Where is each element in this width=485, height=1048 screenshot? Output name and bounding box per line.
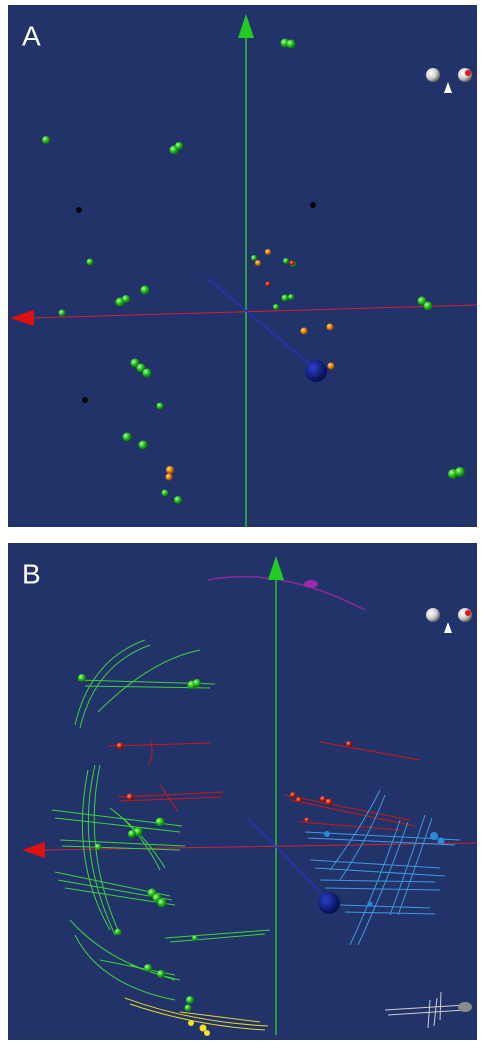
sphere <box>296 797 302 803</box>
sphere <box>117 743 124 750</box>
sphere <box>166 466 174 474</box>
shape <box>8 543 477 1040</box>
sphere <box>193 679 201 687</box>
sphere <box>283 258 289 264</box>
sphere <box>166 474 173 481</box>
sphere <box>305 360 327 382</box>
sphere <box>255 260 261 266</box>
sphere <box>426 608 440 622</box>
sphere <box>123 433 132 442</box>
sphere <box>305 818 310 823</box>
sphere <box>327 324 334 331</box>
sphere <box>320 796 326 802</box>
sphere <box>287 40 296 49</box>
sphere <box>324 831 330 837</box>
sphere <box>59 310 66 317</box>
sphere <box>465 610 471 616</box>
sphere <box>458 1002 472 1012</box>
sphere <box>139 441 148 450</box>
sphere <box>143 369 152 378</box>
sphere <box>115 929 122 936</box>
sphere <box>42 136 50 144</box>
sphere <box>346 741 352 747</box>
sphere <box>87 259 94 266</box>
shape <box>8 5 477 527</box>
sphere <box>127 794 134 801</box>
sphere <box>76 207 82 213</box>
sphere <box>157 970 165 978</box>
sphere <box>157 403 164 410</box>
sphere <box>95 844 102 851</box>
panel-b: B <box>8 543 477 1040</box>
panel-a: A <box>8 5 477 527</box>
sphere <box>162 490 169 497</box>
sphere <box>158 899 167 908</box>
sphere <box>174 496 182 504</box>
sphere <box>438 838 445 845</box>
sphere <box>368 902 373 907</box>
sphere <box>122 295 130 303</box>
sphere <box>326 799 333 806</box>
sphere <box>266 282 271 287</box>
sphere <box>273 304 279 310</box>
sphere <box>141 286 150 295</box>
sphere <box>290 261 295 266</box>
sphere <box>156 818 165 827</box>
sphere <box>204 1030 210 1036</box>
panel-label: A <box>22 20 41 51</box>
sphere <box>186 996 194 1004</box>
sphere <box>290 792 296 798</box>
panel-label: B <box>22 558 41 589</box>
sphere <box>288 294 294 300</box>
sphere <box>328 363 335 370</box>
sphere <box>175 142 183 150</box>
sphere <box>82 397 88 403</box>
sphere <box>282 295 289 302</box>
sphere <box>465 70 471 76</box>
sphere <box>185 1005 192 1012</box>
sphere <box>424 302 433 311</box>
sphere <box>310 202 316 208</box>
sphere <box>251 255 257 261</box>
sphere <box>128 830 136 838</box>
sphere <box>78 674 86 682</box>
figure: A <box>0 0 485 1048</box>
sphere <box>318 892 340 914</box>
sphere <box>304 580 318 588</box>
sphere <box>265 249 271 255</box>
sphere <box>144 964 152 972</box>
sphere <box>455 467 465 477</box>
sphere <box>192 935 198 941</box>
sphere <box>426 68 440 82</box>
page: A <box>0 0 485 1048</box>
sphere <box>301 328 308 335</box>
sphere <box>188 1020 194 1026</box>
sphere <box>430 832 438 840</box>
